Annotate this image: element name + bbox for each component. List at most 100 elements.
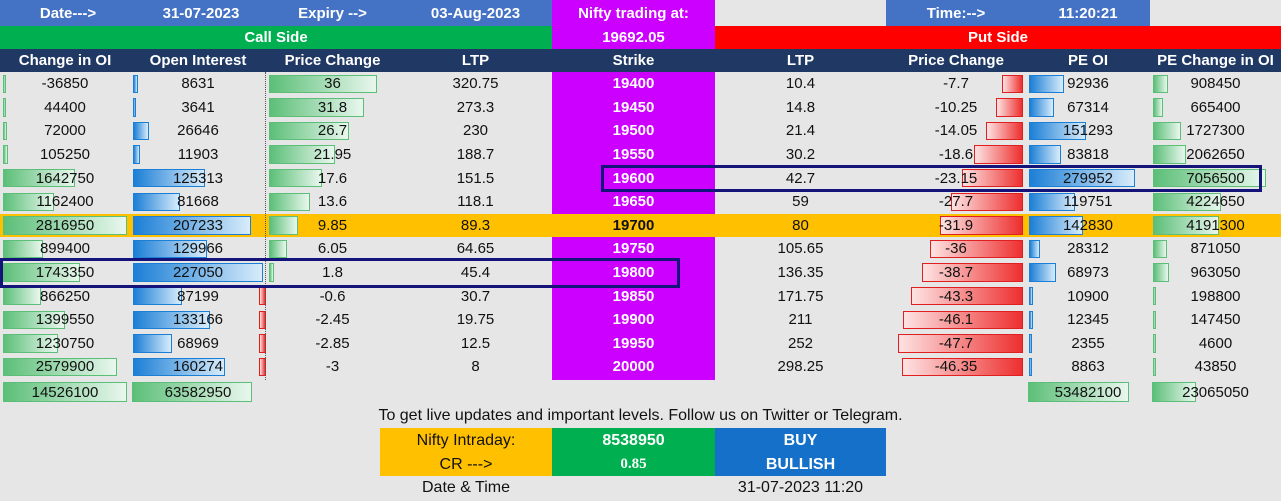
- pe-price-chg-cell: -10.25: [934, 98, 978, 116]
- pe-oi-bar: [1029, 357, 1033, 377]
- ce-price-chg-cell: 13.6: [317, 193, 348, 211]
- total-ce-oi-bar: [132, 382, 252, 402]
- ce-chg-oi-cell: 866250: [39, 287, 91, 305]
- pe-change-oi-bar: [1153, 168, 1266, 188]
- ce-ltp-cell: 230: [462, 122, 489, 140]
- ce-price-chg-cell: 9.85: [317, 216, 348, 234]
- ce-oi-cell: 81668: [177, 193, 219, 211]
- ce-change-oi-bar: [3, 357, 118, 377]
- ce-change-oi-bar: [3, 310, 65, 330]
- pe-change-oi-bar: [1153, 216, 1220, 235]
- pe-chg-oi-cell: 871050: [1190, 240, 1241, 258]
- ce-change-oi-bar: [3, 121, 7, 141]
- ce-price-change-bar: [269, 98, 364, 117]
- pe-oi-cell: 151293: [1062, 122, 1114, 140]
- ce-ltp-cell: 12.5: [460, 334, 491, 352]
- ce-chg-oi-cell: 1743350: [35, 264, 95, 282]
- pe-chg-oi-cell: 147450: [1190, 311, 1241, 329]
- pe-change-oi-bar: [1153, 357, 1156, 377]
- top-blank: [715, 0, 886, 26]
- ce-oi-bar: [133, 216, 252, 235]
- ce-oi-bar: [133, 310, 210, 330]
- ce-oi-bar: [133, 192, 180, 212]
- pe-oi-bar: [1029, 74, 1065, 94]
- pe-change-oi-bar: [1153, 263, 1169, 282]
- pe-change-oi-bar: [1153, 310, 1156, 330]
- ce-oi-bar: [133, 168, 205, 188]
- pe-price-chg-cell: -14.05: [934, 122, 978, 140]
- ce-change-oi-bar: [3, 239, 43, 259]
- nifty-intraday-value: 8538950: [552, 428, 715, 453]
- ce-ltp-cell: 19.75: [456, 311, 495, 329]
- pe-price-chg-cell: -27.7: [938, 193, 974, 211]
- ce-price-change-bar: [269, 216, 299, 235]
- nifty-trading-value: 19692.05: [552, 26, 715, 49]
- ce-price-chg-cell: 1.8: [322, 264, 343, 282]
- pe-price-change-bar: [974, 145, 1023, 164]
- ce-ltp-cell: 30.7: [460, 287, 491, 305]
- ce-price-chg-cell: 31.8: [317, 98, 348, 116]
- pe-oi-bar: [1029, 168, 1136, 188]
- pe-ltp-cell: 10.4: [785, 75, 816, 93]
- pe-price-change-bar: [1001, 74, 1023, 94]
- ce-change-oi-bar: [3, 74, 6, 94]
- pe-change-oi-bar: [1153, 74, 1168, 94]
- ce-ltp-cell: 188.7: [456, 146, 495, 164]
- ce-chg-oi-cell: 1399550: [35, 311, 95, 329]
- ce-price-chg-cell: -0.6: [319, 287, 346, 305]
- ce-oi-cell: 26646: [177, 122, 219, 140]
- time-value: 11:20:21: [1026, 0, 1150, 26]
- ce-price-change-bar: [269, 192, 311, 212]
- call-side-header: Call Side: [0, 26, 552, 49]
- strike-cell: 20000: [612, 358, 655, 376]
- pe-chg-oi-cell: 198800: [1190, 287, 1241, 305]
- pe-oi-cell: 2355: [1071, 334, 1105, 352]
- col-pe-price-change: Price Change: [908, 52, 1004, 69]
- pe-price-chg-cell: -18.6: [938, 146, 974, 164]
- pe-chg-oi-cell: 43850: [1194, 358, 1237, 376]
- ce-oi-cell: 3641: [181, 98, 215, 116]
- pe-price-chg-cell: -36: [945, 240, 967, 258]
- ce-price-change-bar: [269, 121, 349, 141]
- ce-chg-oi-cell: 105250: [39, 146, 91, 164]
- pe-oi-bar: [1029, 239, 1040, 259]
- pe-chg-oi-cell: 1727300: [1186, 122, 1245, 140]
- ce-oi-cell: 11903: [177, 146, 219, 164]
- pe-ltp-cell: 30.2: [785, 146, 816, 164]
- ce-chg-oi-cell: 2579900: [35, 358, 95, 376]
- ce-chg-oi-cell: 1162400: [36, 193, 94, 211]
- pe-oi-cell: 279952: [1062, 169, 1114, 187]
- pe-oi-bar: [1029, 192, 1075, 212]
- strike-cell: 19400: [612, 75, 655, 93]
- pe-oi-bar: [1029, 263, 1056, 282]
- pe-ltp-cell: 42.7: [785, 169, 816, 187]
- pe-ltp-cell: 136.35: [777, 264, 824, 282]
- pe-price-chg-cell: -46.1: [938, 311, 974, 329]
- pe-ltp-cell: 80: [792, 216, 809, 234]
- col-pe-oi: PE OI: [1067, 52, 1108, 69]
- pe-change-oi-bar: [1153, 334, 1156, 353]
- pe-price-change-bar: [922, 263, 1023, 282]
- pe-ltp-cell: 21.4: [785, 122, 816, 140]
- pe-chg-oi-cell: 665400: [1190, 98, 1241, 116]
- cr-label: CR --->: [380, 453, 552, 476]
- strike-cell: 19600: [612, 169, 655, 187]
- ce-price-chg-cell: 21.95: [313, 146, 352, 164]
- ce-ltp-cell: 320.75: [452, 75, 499, 93]
- ce-oi-bar: [133, 98, 136, 117]
- pe-oi-bar: [1029, 286, 1034, 306]
- ce-oi-bar: [133, 145, 140, 164]
- ce-ltp-cell: 8: [471, 358, 480, 376]
- datetime-label: Date & Time: [421, 479, 511, 496]
- ce-change-oi-bar: [3, 145, 8, 164]
- ce-chg-oi-cell: 1230750: [35, 334, 95, 352]
- ce-price-chg-cell: 36: [324, 75, 341, 93]
- strike-cell: 19700: [552, 213, 715, 238]
- follow-note: To get live updates and important levels…: [378, 407, 903, 424]
- pe-price-change-bar: [929, 239, 1023, 259]
- col-ce-change-in-oi: Change in OI: [18, 52, 112, 69]
- pe-price-chg-cell: -7.7: [943, 75, 969, 93]
- ce-oi-bar: [133, 121, 149, 141]
- pe-price-chg-cell: -47.7: [938, 334, 974, 352]
- ce-price-chg-cell: -3: [325, 358, 340, 376]
